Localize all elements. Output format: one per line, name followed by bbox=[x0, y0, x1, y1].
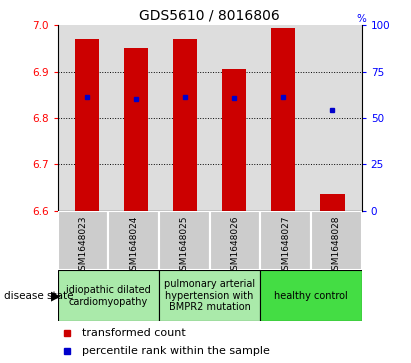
Text: GSM1648025: GSM1648025 bbox=[180, 215, 189, 276]
Text: GSM1648023: GSM1648023 bbox=[79, 215, 88, 276]
Bar bbox=[124, 48, 148, 211]
Bar bbox=[75, 39, 99, 211]
Title: GDS5610 / 8016806: GDS5610 / 8016806 bbox=[139, 9, 280, 23]
Bar bbox=[260, 211, 311, 270]
Bar bbox=[58, 211, 108, 270]
Text: %: % bbox=[357, 13, 367, 24]
Text: pulmonary arterial
hypertension with
BMPR2 mutation: pulmonary arterial hypertension with BMP… bbox=[164, 279, 255, 313]
Bar bbox=[320, 194, 344, 211]
Bar bbox=[271, 28, 296, 211]
Bar bbox=[260, 270, 362, 321]
Bar bbox=[58, 270, 159, 321]
Bar bbox=[159, 211, 210, 270]
Text: percentile rank within the sample: percentile rank within the sample bbox=[82, 346, 270, 356]
Text: ▶: ▶ bbox=[51, 289, 61, 302]
Bar bbox=[222, 69, 247, 211]
Text: GSM1648024: GSM1648024 bbox=[129, 215, 138, 276]
Text: GSM1648028: GSM1648028 bbox=[332, 215, 341, 276]
Bar bbox=[210, 211, 260, 270]
Text: healthy control: healthy control bbox=[274, 291, 348, 301]
Text: disease state: disease state bbox=[4, 291, 74, 301]
Bar bbox=[173, 39, 197, 211]
Bar bbox=[311, 211, 362, 270]
Text: GSM1648027: GSM1648027 bbox=[281, 215, 290, 276]
Bar bbox=[159, 270, 260, 321]
Text: idiopathic dilated
cardiomyopathy: idiopathic dilated cardiomyopathy bbox=[66, 285, 150, 307]
Text: GSM1648026: GSM1648026 bbox=[231, 215, 240, 276]
Bar bbox=[108, 211, 159, 270]
Text: transformed count: transformed count bbox=[82, 328, 186, 338]
